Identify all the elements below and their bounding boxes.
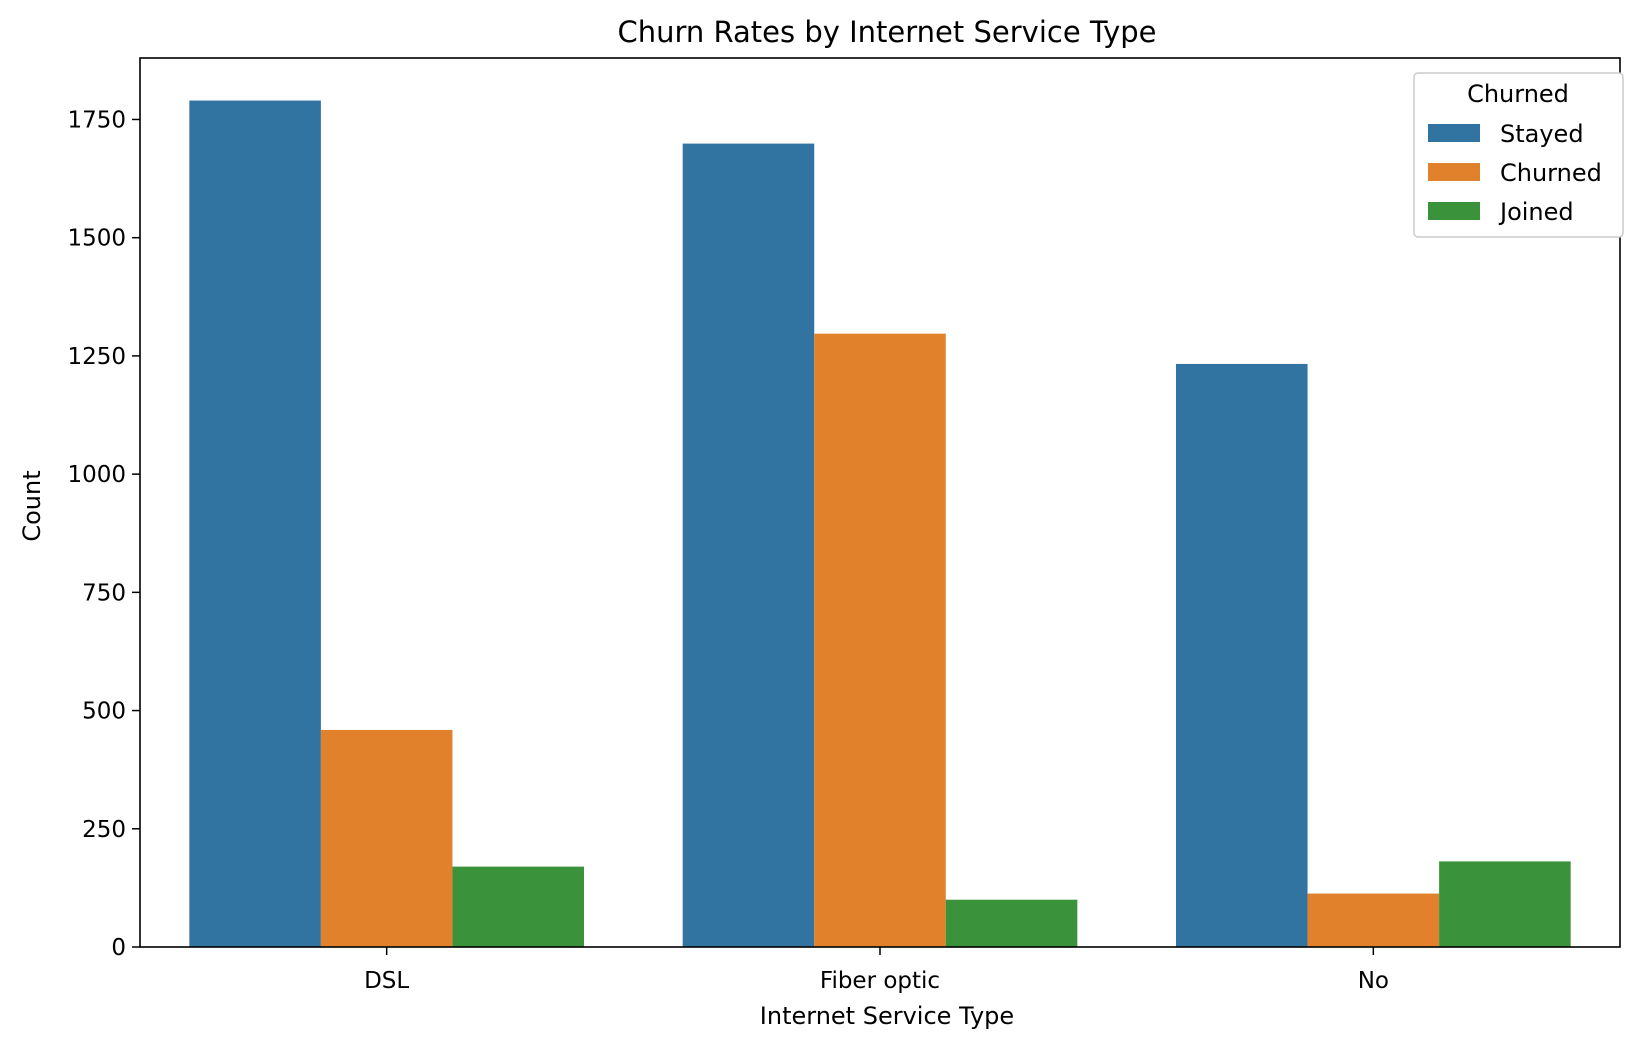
- x-tick-label: DSL: [364, 968, 409, 994]
- bar-joined-dsl: [452, 866, 584, 947]
- legend-box: [1413, 72, 1624, 238]
- legend-swatch-joined: [1428, 202, 1480, 220]
- y-tick-label: 1500: [67, 226, 126, 252]
- y-tick-label: 250: [82, 817, 126, 843]
- y-tick-label: 1750: [67, 107, 126, 133]
- legend-label-stayed: Stayed: [1500, 120, 1584, 148]
- legend-title: Churned: [1467, 80, 1569, 108]
- y-tick-label: 750: [82, 580, 126, 606]
- bar-churned-dsl: [320, 729, 453, 947]
- x-axis: DSL Fiber optic No: [364, 947, 1389, 994]
- x-axis-label: Internet Service Type: [760, 1002, 1014, 1030]
- legend: Churned Stayed Churned Joined: [1413, 72, 1624, 238]
- legend-label-churned: Churned: [1500, 159, 1602, 187]
- bar-churned-fiber-optic: [814, 333, 946, 947]
- y-tick-label: 0: [111, 935, 126, 961]
- bar-joined-no: [1439, 861, 1571, 947]
- y-tick-label: 1250: [67, 344, 126, 370]
- legend-swatch-stayed: [1428, 124, 1480, 142]
- y-axis-label: Count: [18, 470, 46, 541]
- x-tick-label: No: [1358, 968, 1389, 994]
- y-tick-label: 500: [82, 699, 126, 725]
- legend-label-joined: Joined: [1498, 198, 1574, 226]
- y-tick-label: 1000: [67, 462, 126, 488]
- x-tick-label: Fiber optic: [820, 968, 940, 994]
- legend-items: Stayed Churned Joined: [1428, 120, 1602, 226]
- bar-churned-no: [1307, 893, 1440, 947]
- chart-title: Churn Rates by Internet Service Type: [617, 15, 1156, 49]
- bar-joined-fiber-optic: [945, 899, 1078, 947]
- bar-stayed-dsl: [189, 100, 321, 947]
- legend-swatch-churned: [1428, 163, 1480, 181]
- bars-group: [189, 100, 1571, 948]
- bar-stayed-no: [1176, 363, 1308, 947]
- y-axis: 0 250 500 750 1000 1250 1500 1750: [67, 107, 140, 961]
- bar-stayed-fiber-optic: [682, 143, 815, 948]
